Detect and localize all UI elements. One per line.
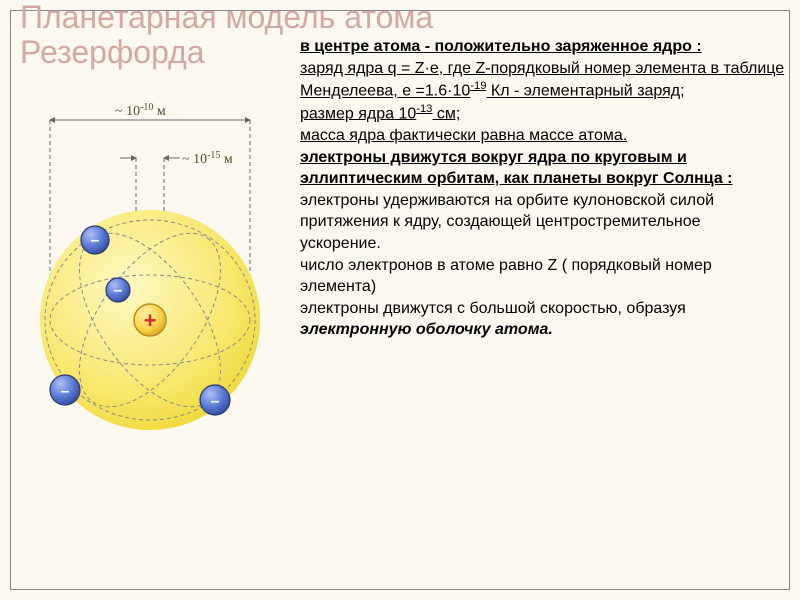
electron-1: – xyxy=(81,226,109,254)
dim-outer-label: ~ 10-10 м xyxy=(115,102,166,120)
title-line2: Резерфорда xyxy=(20,34,205,70)
p1-lead: в центре атома - положительно заряженное… xyxy=(300,38,702,55)
title-line1: Планетарная модель атома xyxy=(20,0,433,35)
electron-3: – xyxy=(50,375,80,405)
p2c: Кл - элементарный заряд; xyxy=(486,83,684,100)
p5b: электроны удерживаются на орбите кулонов… xyxy=(300,192,714,252)
p2sup: -19 xyxy=(470,80,486,92)
electron-4: – xyxy=(200,385,230,415)
p3c: см; xyxy=(432,105,460,122)
p6: число электронов в атоме равно Z ( поряд… xyxy=(300,257,712,296)
svg-text:–: – xyxy=(91,232,100,249)
dim-inner-label: ~ 10-15 м xyxy=(182,150,233,168)
body-text: в центре атома - положительно заряженное… xyxy=(300,36,785,341)
p3sup: -13 xyxy=(416,103,432,115)
p7a: электроны движутся с большой скоростью, … xyxy=(300,300,686,317)
svg-text:–: – xyxy=(61,383,70,400)
svg-text:–: – xyxy=(211,393,220,410)
electron-2: – xyxy=(106,278,130,302)
atom-diagram: ~ 10-10 м ~ 10-15 м + – – – – xyxy=(10,90,300,450)
p7b: электронную оболочку атома. xyxy=(300,321,553,338)
p3a: размер ядра 10 xyxy=(300,105,416,122)
p4: масса ядра фактически равна массе атома. xyxy=(300,127,627,144)
p5lead: электроны движутся вокруг ядра по кругов… xyxy=(300,149,732,188)
svg-text:–: – xyxy=(114,282,123,299)
nucleus-label: + xyxy=(144,308,157,333)
